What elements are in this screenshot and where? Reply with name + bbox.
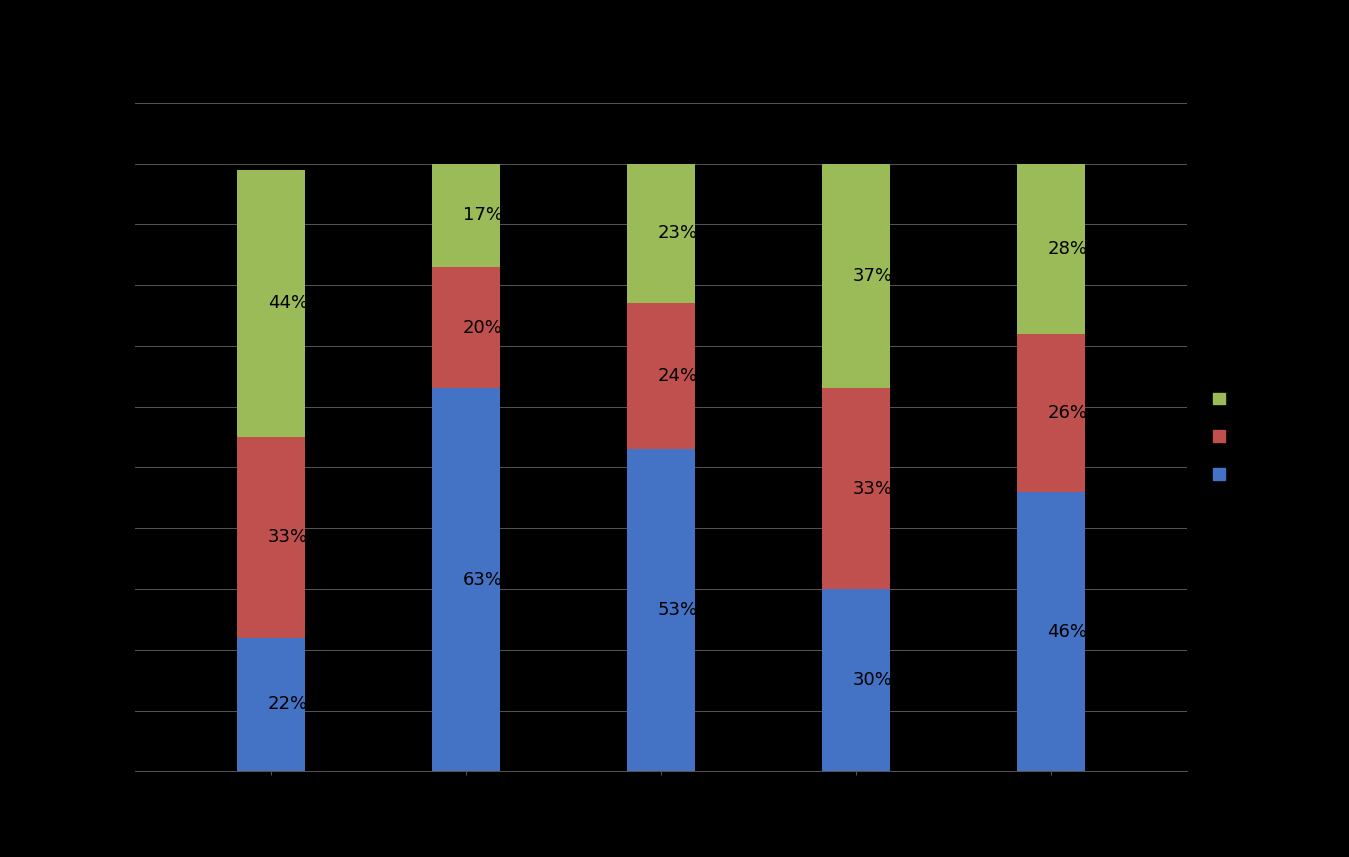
- Bar: [627, 449, 695, 771]
- Text: 22%: 22%: [268, 695, 308, 714]
- Bar: [822, 164, 890, 388]
- Bar: [1017, 164, 1085, 333]
- Bar: [1017, 492, 1085, 771]
- Text: 24%: 24%: [657, 368, 697, 386]
- Text: 26%: 26%: [1047, 404, 1087, 422]
- Bar: [432, 164, 500, 267]
- Text: 44%: 44%: [268, 294, 308, 313]
- Legend: , , : , ,: [1205, 384, 1237, 490]
- Text: 17%: 17%: [463, 207, 503, 225]
- Bar: [237, 638, 305, 771]
- Text: 28%: 28%: [1047, 240, 1087, 258]
- Text: 23%: 23%: [657, 225, 697, 243]
- Bar: [237, 437, 305, 638]
- Text: 46%: 46%: [1047, 622, 1087, 640]
- Text: 37%: 37%: [853, 267, 893, 285]
- Bar: [432, 388, 500, 771]
- Text: 30%: 30%: [853, 671, 892, 689]
- Text: 20%: 20%: [463, 319, 503, 337]
- Bar: [237, 170, 305, 437]
- Text: 53%: 53%: [657, 602, 697, 620]
- Bar: [627, 164, 695, 303]
- Bar: [1017, 333, 1085, 492]
- Bar: [432, 267, 500, 388]
- Text: 33%: 33%: [268, 528, 308, 547]
- Bar: [822, 388, 890, 589]
- Text: 63%: 63%: [463, 571, 503, 589]
- Bar: [822, 589, 890, 771]
- Text: 33%: 33%: [853, 480, 893, 498]
- Bar: [627, 303, 695, 449]
